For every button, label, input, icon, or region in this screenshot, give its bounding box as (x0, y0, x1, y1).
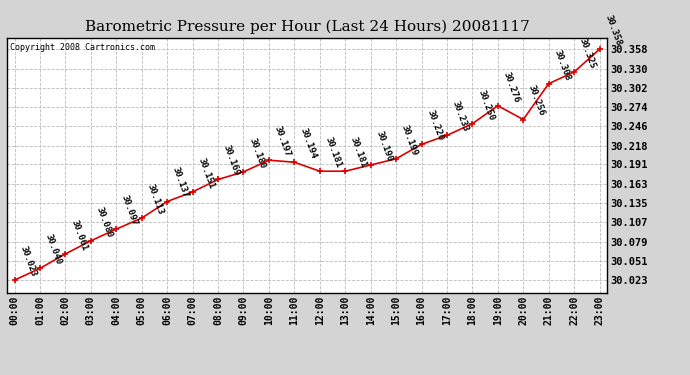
Text: 30.061: 30.061 (69, 219, 89, 252)
Text: 30.181: 30.181 (324, 136, 343, 169)
Text: 30.181: 30.181 (349, 136, 368, 169)
Text: 30.137: 30.137 (171, 166, 190, 200)
Text: 30.256: 30.256 (527, 84, 546, 117)
Text: 30.233: 30.233 (451, 100, 471, 133)
Text: 30.358: 30.358 (603, 14, 623, 47)
Text: 30.190: 30.190 (375, 129, 394, 163)
Text: 30.325: 30.325 (578, 36, 598, 70)
Text: 30.276: 30.276 (502, 70, 521, 104)
Text: 30.097: 30.097 (120, 194, 139, 227)
Title: Barometric Pressure per Hour (Last 24 Hours) 20081117: Barometric Pressure per Hour (Last 24 Ho… (85, 19, 529, 33)
Text: 30.220: 30.220 (425, 109, 445, 142)
Text: 30.199: 30.199 (400, 123, 420, 157)
Text: 30.194: 30.194 (298, 127, 317, 160)
Text: 30.180: 30.180 (247, 136, 267, 170)
Text: 30.040: 30.040 (43, 233, 63, 266)
Text: Copyright 2008 Cartronics.com: Copyright 2008 Cartronics.com (10, 43, 155, 52)
Text: 30.308: 30.308 (553, 48, 572, 82)
Text: 30.169: 30.169 (222, 144, 242, 177)
Text: 30.250: 30.250 (476, 88, 495, 122)
Text: 30.197: 30.197 (273, 125, 292, 158)
Text: 30.023: 30.023 (19, 244, 38, 278)
Text: 30.080: 30.080 (95, 206, 114, 239)
Text: 30.113: 30.113 (146, 183, 165, 216)
Text: 30.151: 30.151 (197, 156, 216, 190)
